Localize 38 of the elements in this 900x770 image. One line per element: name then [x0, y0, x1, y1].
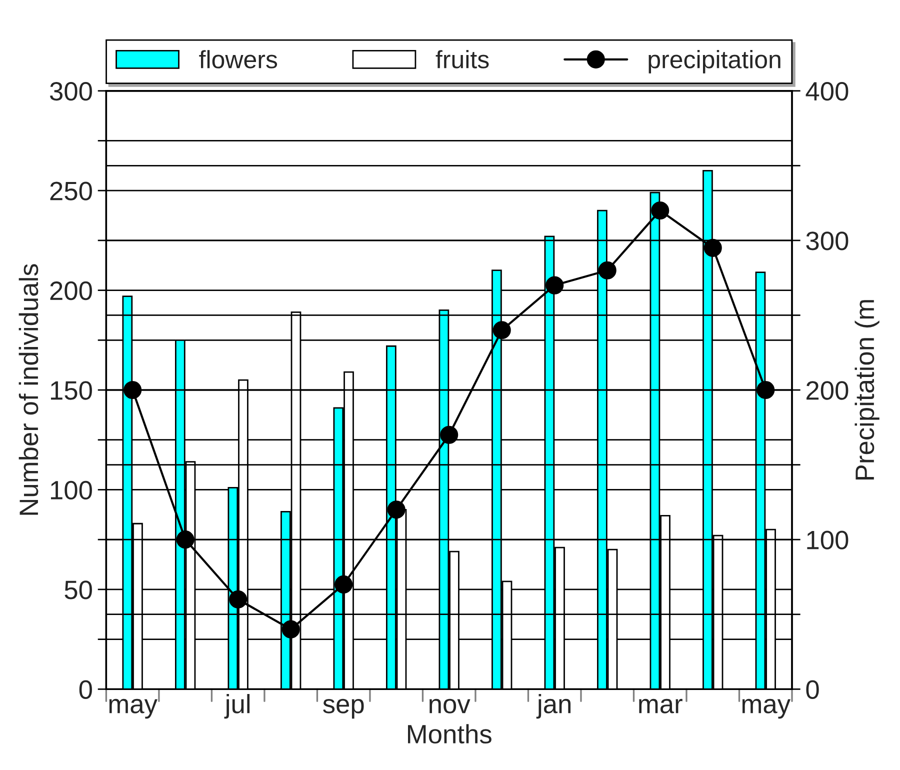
x-tick-label: may — [742, 698, 790, 719]
y-tick-label: 300 — [50, 82, 92, 101]
point — [704, 238, 722, 257]
point — [546, 276, 564, 294]
point — [282, 620, 300, 638]
y2-tick-label: 0 — [806, 680, 819, 699]
y-tick-label: 100 — [50, 480, 92, 500]
y-tick-label: 50 — [64, 580, 92, 600]
y-tick-label: 250 — [50, 182, 92, 200]
y2-axis-title: Precipitation (m — [854, 300, 880, 480]
point — [598, 261, 616, 280]
y-tick-label: 150 — [50, 381, 92, 400]
legend-label: precipitation — [648, 50, 780, 74]
y2-tick-label: 200 — [806, 381, 848, 400]
point — [492, 321, 511, 340]
y-axis-title: Number of individuals — [18, 264, 38, 515]
x-tick-label: mar — [639, 698, 682, 714]
y2-tick-label: 400 — [806, 82, 848, 101]
y-tick-label: 200 — [50, 281, 92, 300]
point — [229, 590, 248, 608]
point — [651, 201, 670, 220]
y-tick-label: 0 — [79, 680, 92, 699]
x-tick-label: sep — [323, 698, 364, 719]
x-axis-title: Months — [408, 724, 492, 744]
legend-label: fruits — [436, 50, 489, 68]
point — [334, 575, 353, 594]
x-tick-label: jan — [536, 694, 571, 719]
x-tick-label: nov — [430, 698, 470, 714]
y2-tick-label: 300 — [806, 232, 848, 250]
point — [756, 380, 775, 400]
point — [440, 426, 458, 444]
point — [124, 380, 142, 400]
x-tick-label: jul — [224, 694, 250, 719]
point — [176, 530, 194, 549]
legend-label: flowers — [199, 50, 278, 68]
x-tick-label: may — [109, 698, 158, 719]
point — [387, 500, 406, 519]
y2-tick-label: 100 — [807, 530, 848, 550]
